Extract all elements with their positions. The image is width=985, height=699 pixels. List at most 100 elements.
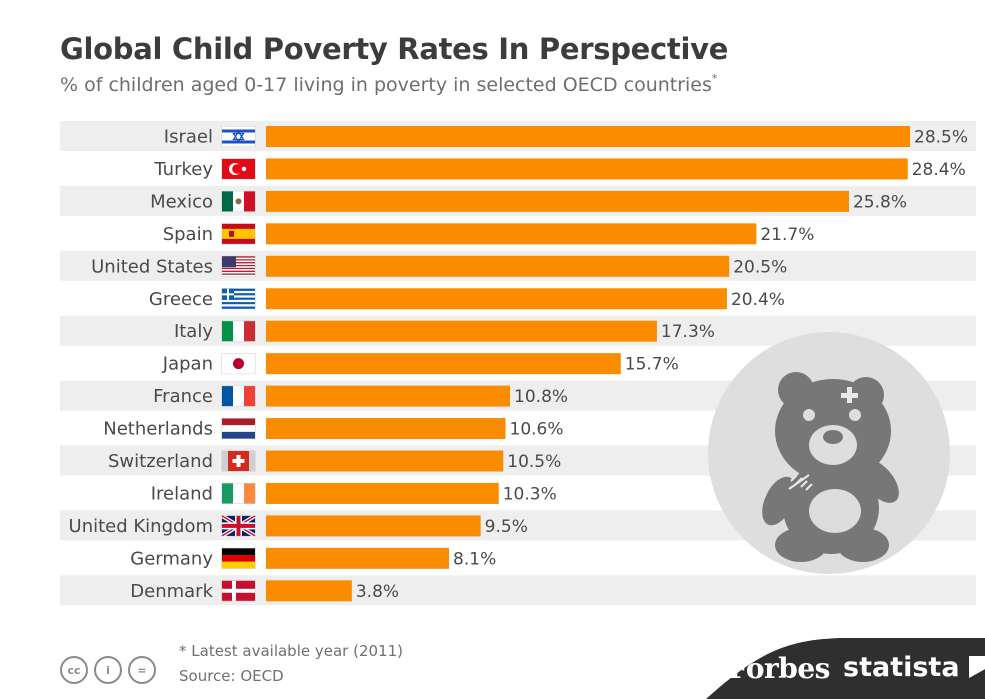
flag-part xyxy=(222,269,255,271)
flag-part xyxy=(222,295,255,298)
bar-row: Spain 21.7% xyxy=(163,223,814,245)
subtitle-footnote-mark: * xyxy=(711,72,718,85)
japan-flag-icon xyxy=(221,353,256,375)
flag-part xyxy=(222,290,255,294)
chart-subtitle: % of children aged 0-17 living in povert… xyxy=(60,72,718,96)
bar xyxy=(266,418,506,440)
statista-logo[interactable]: statista xyxy=(843,652,985,683)
category-label: Ireland xyxy=(151,483,213,504)
denmark-flag-icon xyxy=(221,580,256,602)
flag-part xyxy=(222,561,255,569)
bar-row: France 10.8% xyxy=(153,385,568,407)
teddy-part xyxy=(841,393,858,398)
category-label: Mexico xyxy=(150,191,213,212)
brand-band-shape xyxy=(706,638,985,699)
bar-row: Turkey 28.4% xyxy=(153,158,966,180)
flag-part xyxy=(233,358,244,370)
flag-part xyxy=(244,386,255,407)
flag-part xyxy=(222,266,255,268)
flag-part xyxy=(222,263,255,265)
flag-part xyxy=(222,267,255,270)
teddy-stitch xyxy=(788,474,810,490)
flag-part xyxy=(233,483,244,504)
teddy-stitch xyxy=(800,480,808,488)
teddy-part xyxy=(823,430,843,444)
category-label: Japan xyxy=(162,354,213,375)
chart-title: Global Child Poverty Rates In Perspectiv… xyxy=(60,32,729,66)
flag-part xyxy=(222,264,255,267)
bar-chart: Israel 28.5% Turkey 28.4% Mexico 25.8% Spain 21… xyxy=(60,121,976,606)
value-label: 10.8% xyxy=(514,387,568,407)
spain-flag-icon xyxy=(221,223,256,245)
flag-part xyxy=(222,548,255,556)
teddy-bear-icon xyxy=(708,332,950,574)
flag-part xyxy=(222,386,233,407)
flag-part xyxy=(222,302,255,305)
forbes-logo[interactable]: Forbes xyxy=(728,652,830,685)
bar-row: United States 20.5% xyxy=(91,255,787,277)
bar xyxy=(266,320,657,342)
category-label: Denmark xyxy=(130,581,213,602)
flag-part xyxy=(222,483,233,504)
value-label: 28.4% xyxy=(912,160,966,180)
israel-flag-icon xyxy=(221,126,256,147)
teddy-part xyxy=(809,425,857,465)
bar-row: United Kingdom 9.5% xyxy=(69,514,528,538)
flag-part xyxy=(232,459,245,463)
bar xyxy=(266,547,450,569)
netherlands-flag-icon xyxy=(221,418,256,440)
flag-part xyxy=(222,191,233,212)
italy-flag-icon xyxy=(221,320,256,342)
category-label: Israel xyxy=(164,127,213,148)
statista-logo-text: statista xyxy=(843,652,960,683)
flag-part xyxy=(222,256,236,268)
teddy-stitch xyxy=(805,483,813,491)
flag-part xyxy=(222,425,255,432)
ireland-flag-icon xyxy=(221,482,256,504)
flag-part xyxy=(222,273,255,275)
flag-part xyxy=(244,321,255,342)
value-label: 20.5% xyxy=(733,257,787,277)
flag-part xyxy=(222,588,255,593)
flag-part xyxy=(222,288,255,291)
flag-part xyxy=(222,304,255,307)
bar xyxy=(266,158,908,180)
flag-part xyxy=(222,257,255,260)
teddy-part xyxy=(837,528,889,562)
flag-part xyxy=(222,228,255,239)
value-label: 8.1% xyxy=(453,549,496,569)
no-derivatives-icon: = xyxy=(128,656,156,684)
bar-row: Netherlands 10.6% xyxy=(103,418,564,440)
attribution-icon: i xyxy=(94,656,122,684)
bar xyxy=(266,515,481,537)
bar-row: Germany 8.1% xyxy=(130,547,496,569)
flag-part xyxy=(222,270,255,273)
teddy-part xyxy=(809,489,861,533)
category-label: France xyxy=(153,386,213,407)
value-label: 10.6% xyxy=(510,420,564,440)
statista-logo-icon xyxy=(968,656,985,678)
flag-part xyxy=(232,164,242,174)
flag-part xyxy=(222,306,255,309)
value-label: 9.5% xyxy=(485,517,528,537)
flag-part xyxy=(222,259,255,261)
category-label: Spain xyxy=(163,224,213,245)
bar-row: Japan 15.7% xyxy=(162,353,679,375)
flag-part xyxy=(244,483,255,504)
teddy-part xyxy=(762,476,796,526)
flag-part xyxy=(233,321,244,342)
teddy-stitch xyxy=(790,474,798,482)
united-states-flag-icon xyxy=(221,255,256,277)
value-label: 15.7% xyxy=(625,355,679,375)
category-label: Netherlands xyxy=(103,419,213,440)
category-label: Turkey xyxy=(153,159,213,180)
bar-row: Denmark 3.8% xyxy=(130,580,399,602)
flag-part xyxy=(232,130,245,141)
teddy-part xyxy=(803,409,815,421)
flag-part xyxy=(244,191,255,212)
mexico-flag-icon xyxy=(221,190,256,212)
source-note: Source: OECD xyxy=(179,667,284,685)
teddy-part xyxy=(859,459,899,503)
flag-part xyxy=(222,260,255,263)
